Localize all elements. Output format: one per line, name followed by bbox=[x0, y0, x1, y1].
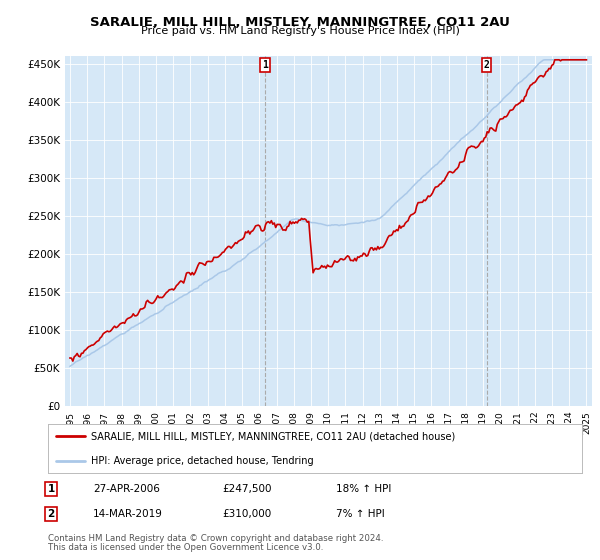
Text: HPI: Average price, detached house, Tendring: HPI: Average price, detached house, Tend… bbox=[91, 456, 313, 466]
Text: £247,500: £247,500 bbox=[222, 484, 271, 494]
Text: SARALIE, MILL HILL, MISTLEY, MANNINGTREE, CO11 2AU: SARALIE, MILL HILL, MISTLEY, MANNINGTREE… bbox=[90, 16, 510, 29]
Text: 14-MAR-2019: 14-MAR-2019 bbox=[93, 509, 163, 519]
Text: 18% ↑ HPI: 18% ↑ HPI bbox=[336, 484, 391, 494]
Text: 1: 1 bbox=[262, 60, 268, 70]
Text: This data is licensed under the Open Government Licence v3.0.: This data is licensed under the Open Gov… bbox=[48, 543, 323, 552]
Text: 27-APR-2006: 27-APR-2006 bbox=[93, 484, 160, 494]
Text: 2: 2 bbox=[484, 60, 490, 70]
Text: 7% ↑ HPI: 7% ↑ HPI bbox=[336, 509, 385, 519]
Text: Price paid vs. HM Land Registry's House Price Index (HPI): Price paid vs. HM Land Registry's House … bbox=[140, 26, 460, 36]
Text: 1: 1 bbox=[47, 484, 55, 494]
Text: £310,000: £310,000 bbox=[222, 509, 271, 519]
Text: 2: 2 bbox=[47, 509, 55, 519]
Text: Contains HM Land Registry data © Crown copyright and database right 2024.: Contains HM Land Registry data © Crown c… bbox=[48, 534, 383, 543]
Text: SARALIE, MILL HILL, MISTLEY, MANNINGTREE, CO11 2AU (detached house): SARALIE, MILL HILL, MISTLEY, MANNINGTREE… bbox=[91, 431, 455, 441]
